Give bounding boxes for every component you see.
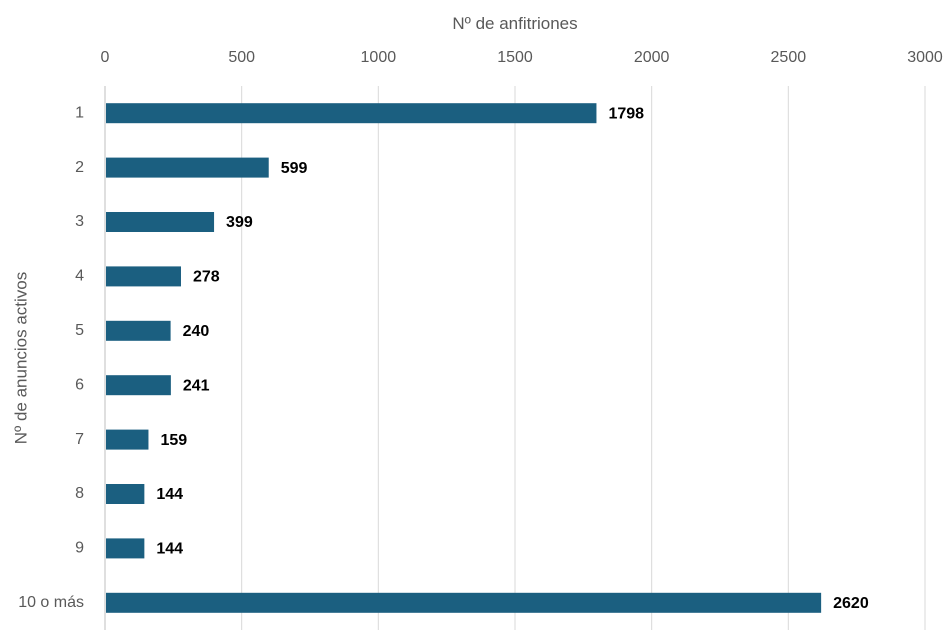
bar-10-o-más bbox=[106, 592, 822, 613]
x-tick-2000: 2000 bbox=[634, 49, 670, 66]
data-label: 240 bbox=[183, 323, 210, 340]
bar-8 bbox=[106, 484, 145, 504]
data-label: 399 bbox=[226, 214, 253, 231]
x-tick-0: 0 bbox=[101, 49, 110, 66]
bar-2 bbox=[106, 157, 269, 178]
data-label: 144 bbox=[156, 541, 183, 558]
bar-5 bbox=[106, 320, 171, 341]
y-category-label: 10 o más bbox=[18, 594, 84, 611]
y-axis-title: Nº de anuncios activos bbox=[11, 272, 30, 445]
bar-4 bbox=[106, 266, 181, 287]
x-tick-2500: 2500 bbox=[771, 49, 807, 66]
data-label: 144 bbox=[156, 486, 183, 503]
x-axis-title: Nº de anfitriones bbox=[452, 14, 577, 33]
data-labels: 1798 599 399 278 240 241 159 144 144 2620 bbox=[156, 105, 868, 612]
data-label: 1798 bbox=[608, 105, 644, 122]
data-label: 2620 bbox=[833, 595, 869, 612]
y-category-label: 4 bbox=[75, 268, 84, 285]
x-tick-500: 500 bbox=[228, 49, 255, 66]
y-category-labels: 1 2 3 4 5 6 7 8 9 10 o más bbox=[18, 104, 84, 611]
y-category-label: 6 bbox=[75, 376, 84, 393]
bar-3 bbox=[106, 212, 215, 232]
y-category-label: 5 bbox=[75, 322, 84, 339]
data-label: 599 bbox=[281, 160, 308, 177]
bar-6 bbox=[106, 375, 171, 396]
data-label: 159 bbox=[160, 432, 187, 449]
data-label: 278 bbox=[193, 269, 220, 286]
data-label: 241 bbox=[183, 377, 210, 394]
bar-1 bbox=[106, 103, 597, 124]
y-category-label: 1 bbox=[75, 104, 84, 121]
y-category-label: 9 bbox=[75, 540, 84, 557]
x-tick-labels: 0 500 1000 1500 2000 2500 3000 bbox=[101, 49, 943, 66]
bars bbox=[106, 103, 822, 613]
x-tick-1000: 1000 bbox=[361, 49, 397, 66]
y-category-label: 8 bbox=[75, 485, 84, 502]
bar-7 bbox=[106, 429, 149, 450]
y-category-label: 3 bbox=[75, 213, 84, 230]
x-tick-1500: 1500 bbox=[497, 49, 533, 66]
x-tick-3000: 3000 bbox=[907, 49, 943, 66]
bar-9 bbox=[106, 538, 145, 559]
y-category-label: 2 bbox=[75, 159, 84, 176]
y-category-label: 7 bbox=[75, 431, 84, 448]
